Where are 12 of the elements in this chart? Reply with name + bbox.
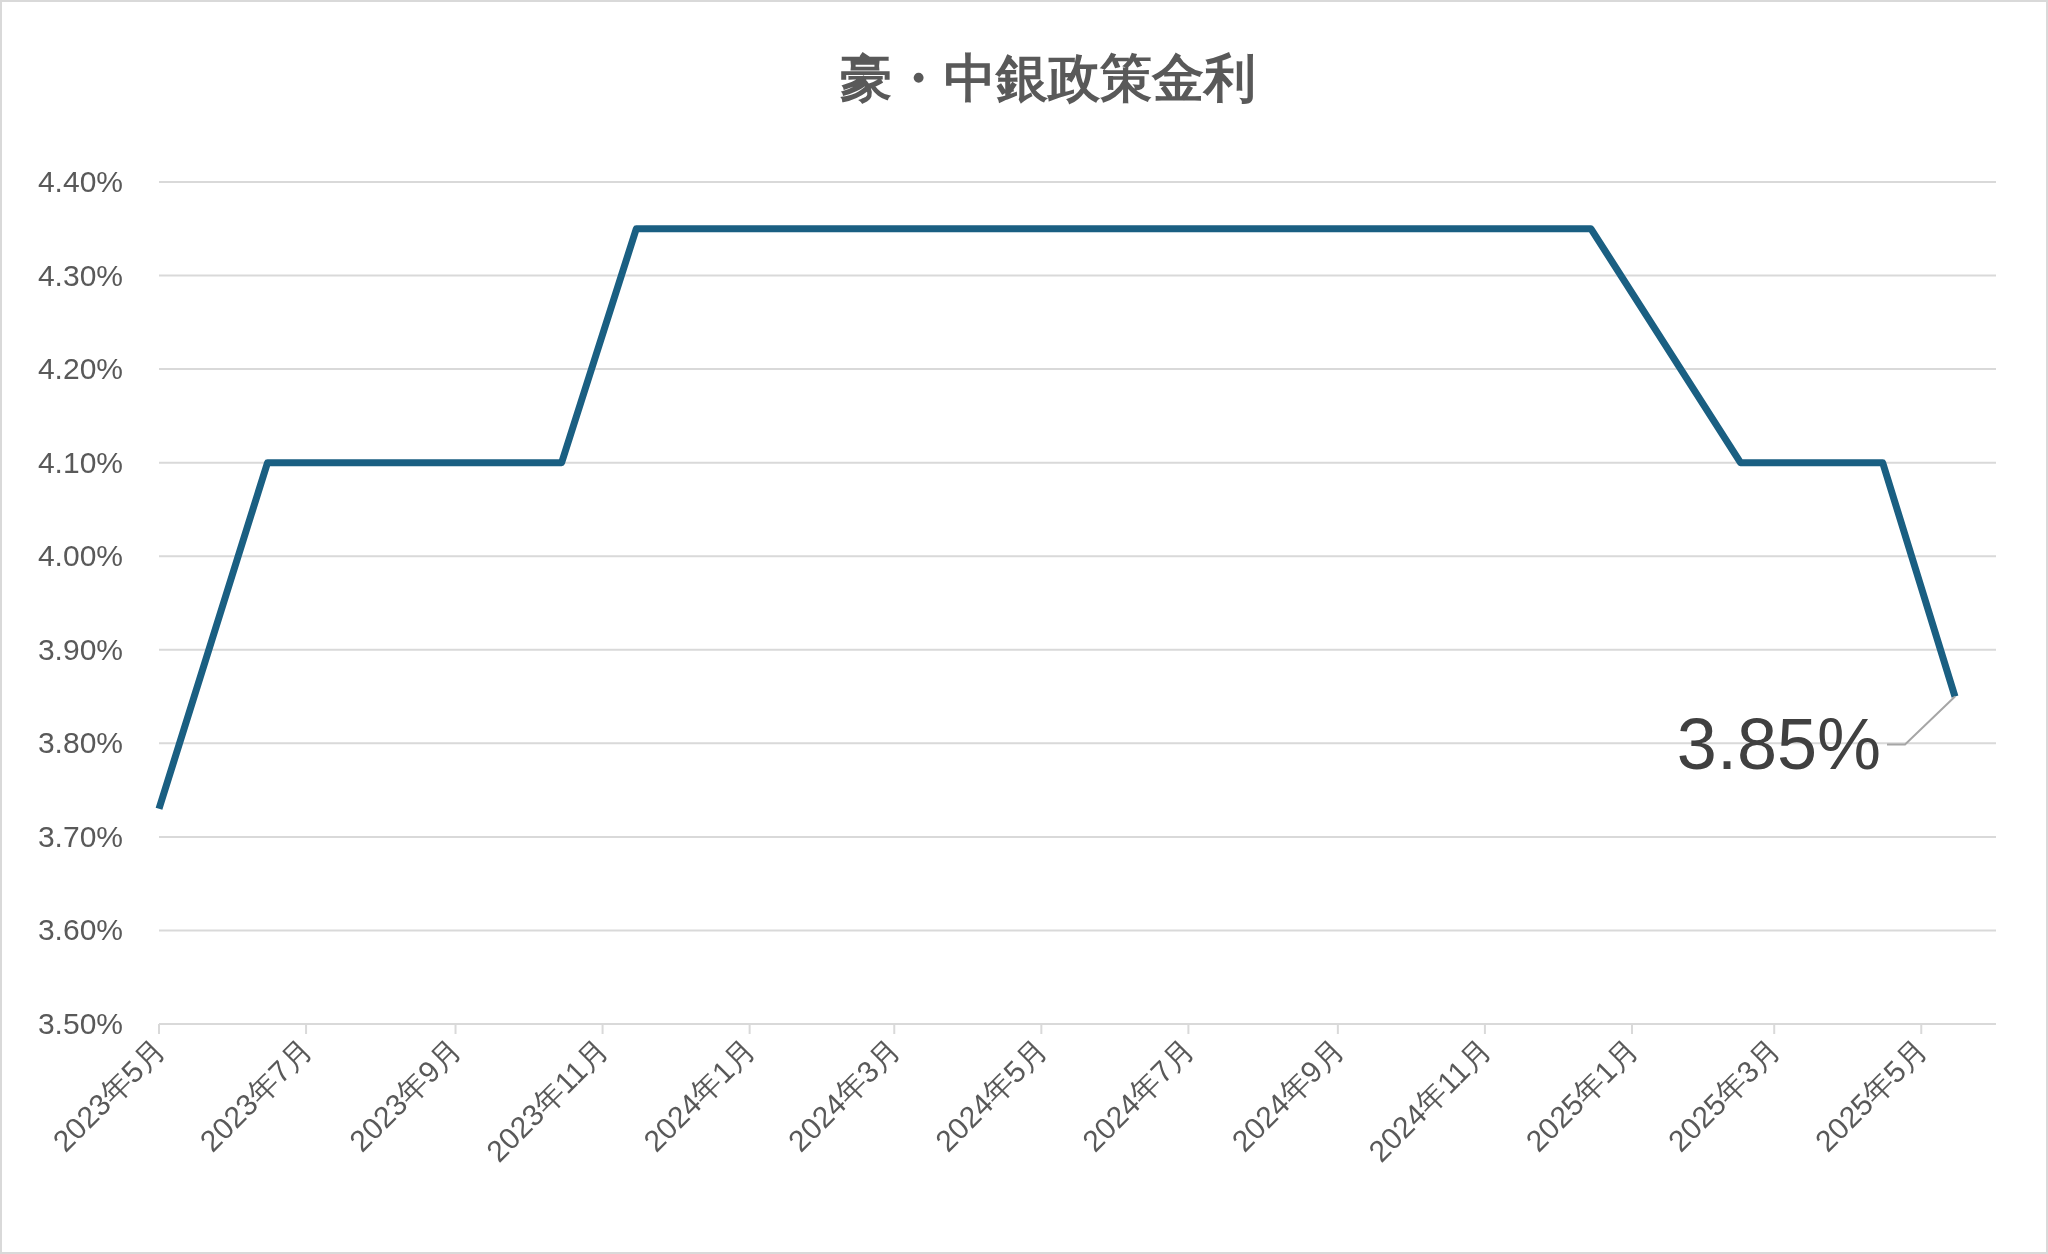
y-tick-label: 4.40%: [37, 165, 123, 198]
y-tick-label: 3.80%: [37, 726, 123, 760]
y-tick-label: 3.90%: [37, 632, 123, 666]
y-tick-label: 3.70%: [37, 819, 123, 853]
y-tick-label: 4.10%: [37, 445, 123, 479]
y-tick-label: 4.00%: [37, 539, 123, 573]
annotation: 3.85%: [1676, 703, 1882, 784]
y-tick-label: 4.20%: [37, 352, 123, 386]
y-tick-label: 4.30%: [37, 258, 123, 292]
y-tick-label: 3.60%: [37, 913, 123, 947]
chart-title: 豪・中銀政策金利: [839, 49, 1256, 107]
y-tick-label: 3.50%: [37, 1007, 123, 1040]
